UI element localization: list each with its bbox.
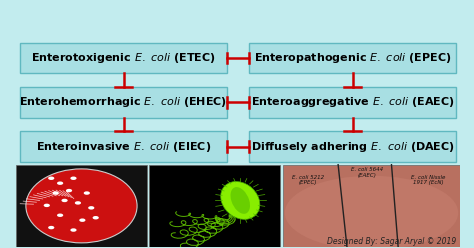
FancyBboxPatch shape (20, 87, 227, 118)
Text: Designed By: Sagar Aryal © 2019: Designed By: Sagar Aryal © 2019 (327, 237, 456, 246)
Ellipse shape (26, 169, 137, 243)
Ellipse shape (230, 187, 250, 214)
Ellipse shape (285, 176, 458, 248)
Circle shape (79, 218, 85, 222)
Circle shape (57, 214, 63, 217)
Text: E. coli Nissle
1917 (EcN): E. coli Nissle 1917 (EcN) (411, 175, 446, 185)
Bar (283, 165, 460, 247)
Text: Diffusely adhering $\it{E.\ coli}$ (DAEC): Diffusely adhering $\it{E.\ coli}$ (DAEC… (251, 140, 455, 154)
Circle shape (53, 191, 59, 195)
Circle shape (70, 177, 77, 180)
Bar (16, 165, 147, 247)
Text: Enterotoxigenic $\it{E.\ coli}$ (ETEC): Enterotoxigenic $\it{E.\ coli}$ (ETEC) (31, 51, 216, 65)
Ellipse shape (221, 182, 260, 219)
Text: Enteroaggregative $\it{E.\ coli}$ (EAEC): Enteroaggregative $\it{E.\ coli}$ (EAEC) (251, 95, 455, 109)
Text: E. coli 5644
(EAEC): E. coli 5644 (EAEC) (351, 167, 383, 178)
Circle shape (44, 204, 50, 207)
FancyBboxPatch shape (249, 131, 456, 162)
Text: Enterohemorrhagic $\it{E.\ coli}$ (EHEC): Enterohemorrhagic $\it{E.\ coli}$ (EHEC) (19, 95, 228, 109)
Circle shape (62, 199, 68, 202)
Circle shape (48, 226, 55, 229)
Text: E. coli 5212
(EPEC): E. coli 5212 (EPEC) (292, 175, 324, 185)
Circle shape (48, 177, 55, 180)
Circle shape (88, 206, 94, 210)
FancyBboxPatch shape (249, 43, 456, 73)
FancyBboxPatch shape (20, 131, 227, 162)
Circle shape (66, 189, 72, 192)
FancyBboxPatch shape (20, 43, 227, 73)
Circle shape (70, 228, 77, 232)
Circle shape (84, 191, 90, 195)
Circle shape (92, 216, 99, 219)
Circle shape (57, 182, 63, 185)
FancyBboxPatch shape (249, 87, 456, 118)
Text: Enteroinvasive $\it{E.\ coli}$ (EIEC): Enteroinvasive $\it{E.\ coli}$ (EIEC) (36, 140, 211, 154)
Text: Enteropathogenic $\it{E.\ coli}$ (EPEC): Enteropathogenic $\it{E.\ coli}$ (EPEC) (254, 51, 451, 65)
Bar (149, 165, 280, 247)
Circle shape (75, 201, 81, 205)
